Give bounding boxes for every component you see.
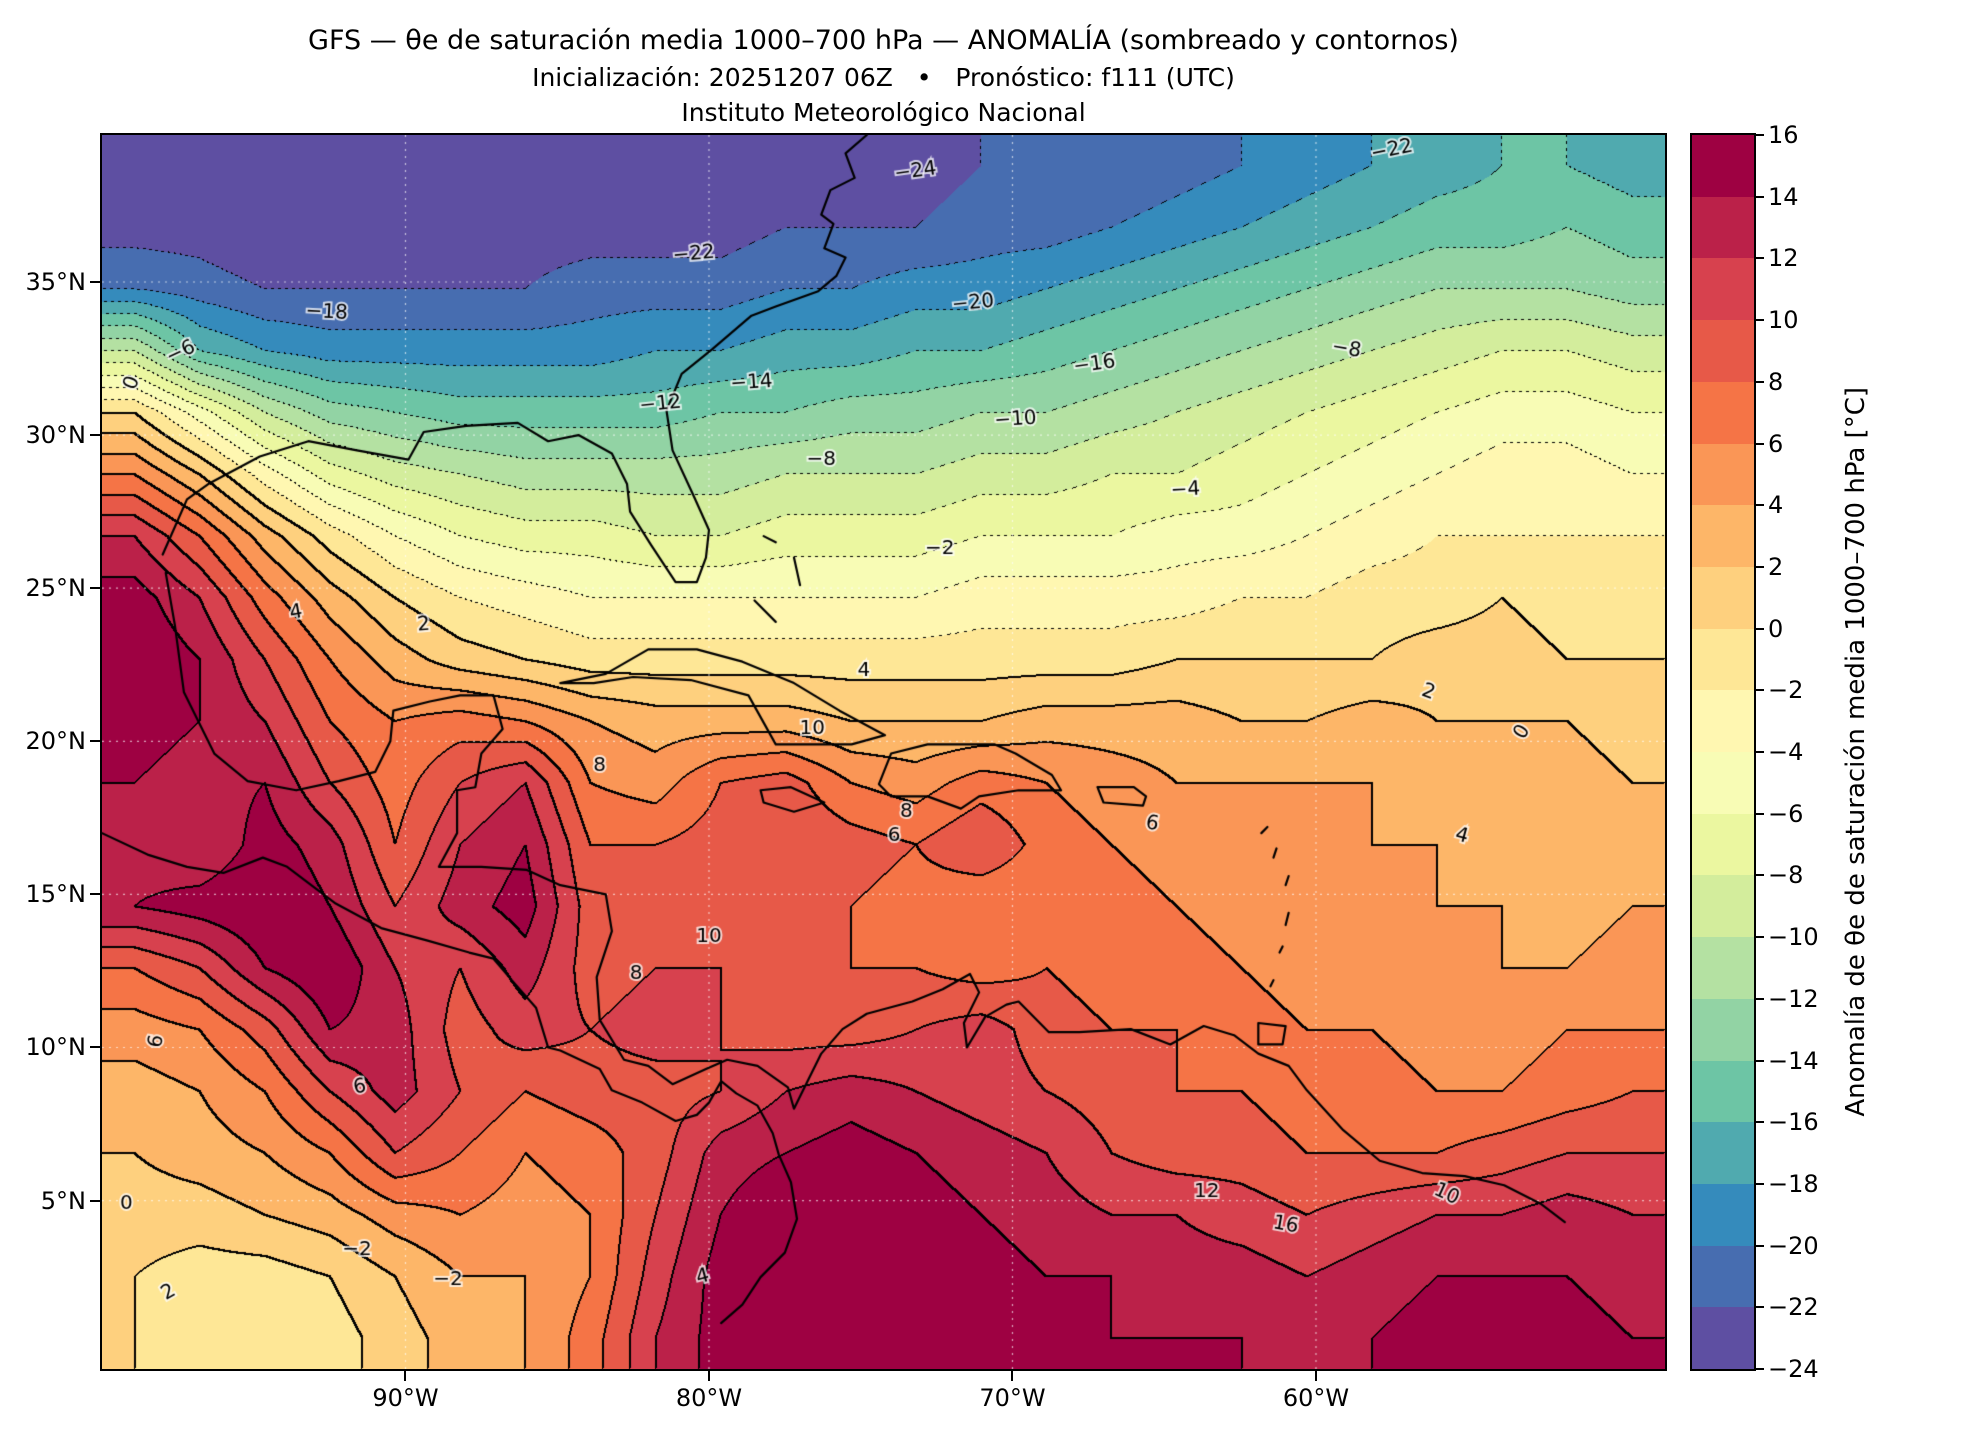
x-tick-mark	[404, 1371, 407, 1381]
colorbar-segment	[1692, 937, 1754, 999]
colorbar-tick-label: −4	[1768, 738, 1804, 766]
x-tick-mark	[707, 1371, 710, 1381]
colorbar-segment	[1692, 1060, 1754, 1123]
colorbar-segment	[1692, 443, 1754, 506]
colorbar-segment	[1692, 1122, 1754, 1184]
colorbar-tick-mark	[1756, 1121, 1764, 1124]
colorbar-tick-mark	[1756, 504, 1764, 507]
colorbar-tick-mark	[1756, 1368, 1764, 1370]
colorbar-tick-label: −16	[1768, 1108, 1819, 1137]
y-tick-label: 30°N	[25, 421, 87, 450]
y-tick-label: 10°N	[25, 1033, 87, 1062]
y-tick-label: 35°N	[25, 267, 87, 296]
colorbar-segment	[1692, 566, 1754, 629]
colorbar-tick-mark	[1756, 257, 1764, 260]
colorbar-tick-mark	[1756, 442, 1764, 445]
chart-subtitle: Inicialización: 20251207 06Z • Pronóstic…	[532, 63, 1235, 92]
colorbar-tick-mark	[1756, 874, 1764, 877]
colorbar-tick-mark	[1756, 751, 1764, 753]
colorbar-tick-label: −10	[1768, 923, 1819, 952]
colorbar-tick-label: −22	[1768, 1293, 1819, 1322]
colorbar-tick-label: 8	[1768, 367, 1784, 396]
colorbar-tick-label: 0	[1768, 614, 1784, 643]
map-canvas	[102, 135, 1665, 1369]
y-tick-label: 25°N	[25, 574, 87, 603]
colorbar-segment	[1692, 135, 1754, 197]
colorbar-tick-label: −20	[1768, 1231, 1819, 1260]
chart-title: GFS — θe de saturación media 1000–700 hP…	[308, 25, 1459, 56]
chart-source: Instituto Meteorológico Nacional	[681, 98, 1086, 127]
colorbar-segment	[1692, 505, 1754, 567]
x-tick-mark	[1314, 1371, 1317, 1381]
colorbar-segment	[1692, 1183, 1754, 1246]
colorbar-segment	[1692, 381, 1754, 444]
colorbar-tick-label: −18	[1768, 1169, 1819, 1198]
y-tick-mark	[90, 893, 100, 896]
colorbar-segment	[1692, 752, 1754, 814]
colorbar-tick-label: 2	[1768, 552, 1784, 581]
colorbar-tick-mark	[1756, 936, 1764, 939]
colorbar-tick-label: −24	[1768, 1355, 1819, 1383]
colorbar-tick-mark	[1756, 627, 1764, 630]
colorbar-tick-label: 16	[1768, 121, 1799, 149]
y-tick-label: 20°N	[25, 727, 87, 756]
colorbar-tick-label: −6	[1768, 799, 1804, 828]
colorbar-tick-label: 12	[1768, 244, 1799, 273]
colorbar-tick-label: 6	[1768, 429, 1784, 458]
colorbar-tick-mark	[1756, 812, 1764, 815]
colorbar-tick-mark	[1756, 1059, 1764, 1062]
colorbar-tick-mark	[1756, 319, 1764, 322]
map-plot	[100, 133, 1667, 1371]
x-tick-label: 80°W	[675, 1384, 743, 1412]
colorbar-tick-mark	[1756, 1306, 1764, 1309]
y-tick-label: 5°N	[40, 1186, 86, 1215]
colorbar-tick-mark	[1756, 134, 1764, 136]
x-tick-mark	[1011, 1371, 1014, 1381]
colorbar-segment	[1692, 258, 1754, 321]
colorbar-tick-mark	[1756, 380, 1764, 383]
y-tick-mark	[90, 280, 100, 283]
colorbar-tick-label: −2	[1768, 676, 1804, 705]
colorbar-segment	[1692, 875, 1754, 938]
colorbar-tick-label: 4	[1768, 491, 1784, 520]
colorbar-segment	[1692, 1307, 1754, 1370]
x-tick-label: 60°W	[1282, 1384, 1350, 1412]
y-tick-mark	[90, 1046, 100, 1049]
colorbar	[1690, 133, 1756, 1371]
colorbar-tick-mark	[1756, 689, 1764, 692]
colorbar-tick-mark	[1756, 1182, 1764, 1185]
y-tick-mark	[90, 740, 100, 743]
x-tick-label: 90°W	[372, 1384, 439, 1412]
colorbar-tick-label: −12	[1768, 984, 1819, 1013]
figure-titles: GFS — θe de saturación media 1000–700 hP…	[100, 22, 1667, 130]
colorbar-tick-label: 14	[1768, 182, 1799, 211]
colorbar-tick-mark	[1756, 195, 1764, 198]
y-tick-label: 15°N	[25, 880, 87, 909]
colorbar-segment	[1692, 998, 1754, 1061]
y-tick-mark	[90, 587, 100, 590]
y-tick-mark	[90, 434, 100, 437]
colorbar-tick-mark	[1756, 997, 1764, 1000]
colorbar-segment	[1692, 813, 1754, 876]
colorbar-tick-label: 10	[1768, 306, 1799, 335]
x-tick-label: 70°W	[979, 1384, 1046, 1412]
colorbar-tick-mark	[1756, 1244, 1764, 1247]
colorbar-tick-label: −8	[1768, 861, 1804, 890]
colorbar-tick-mark	[1756, 565, 1764, 568]
colorbar-segment	[1692, 1245, 1754, 1308]
colorbar-segment	[1692, 690, 1754, 753]
y-tick-mark	[90, 1199, 100, 1202]
colorbar-segment	[1692, 320, 1754, 382]
colorbar-segment	[1692, 196, 1754, 259]
colorbar-tick-label: −14	[1768, 1046, 1819, 1075]
colorbar-segment	[1692, 628, 1754, 691]
